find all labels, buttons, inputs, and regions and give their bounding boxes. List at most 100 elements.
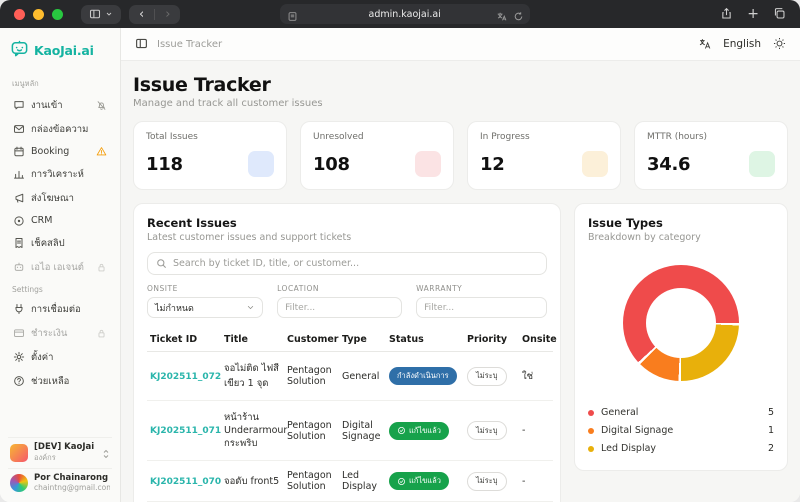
sidebar-item-help[interactable]: ช่วยเหลือ [8,369,112,393]
stat-card: Total Issues 118 [133,121,287,190]
issues-table: Ticket ID Title Customer Type Status Priority… [147,328,557,502]
filter-label: WARRANTY [416,284,463,293]
panel-icon [89,8,101,20]
sidebar-toggle-icon[interactable] [135,35,148,54]
issue-types-card: Issue Types Breakdown by category Genera… [574,203,788,471]
filter-input[interactable] [416,297,547,318]
zoom-window-button[interactable] [52,8,63,20]
issue-types-donut-chart [623,265,739,381]
org-role: องค์กร [34,453,56,462]
brand-name: KaoJai.ai [34,43,94,58]
brand[interactable]: KaoJai.ai [8,37,112,72]
filter-input[interactable] [277,297,403,318]
issue-title: จอไม่ติด ไฟสีเขียว 1 จุด [221,351,284,401]
back-button[interactable]: ‹ [139,6,145,22]
browser-chrome: ‹ › admin.kaojai.ai + [0,0,800,28]
sidebar-item-calendar[interactable]: Booking [8,141,112,162]
issue-search[interactable] [147,252,547,275]
card-icon [13,327,25,339]
browser-url-bar[interactable]: admin.kaojai.ai [279,4,530,26]
sidebar-item-target[interactable]: CRM [8,210,112,231]
issue-onsite: - [519,400,553,461]
page-topbar: Issue Tracker English [121,28,800,61]
stat-value: 118 [146,153,183,175]
issue-types-subtitle: Breakdown by category [588,232,701,243]
priority-badge: ไม่ระบุ [467,421,507,440]
sidebar-item-gear[interactable]: ตั้งค่า [8,345,112,369]
tab-overview-icon[interactable] [773,5,786,24]
new-tab-button[interactable]: + [747,6,759,22]
priority-badge: ไม่ระบุ [467,471,507,491]
close-window-button[interactable] [14,8,25,20]
issue-type: Led Display [339,460,386,502]
user-name: Por Chainarong Tang... [34,473,110,483]
sidebar-section-label: Settings [12,285,43,294]
analytics-icon [13,168,25,180]
sidebar-item-megaphone[interactable]: ส่งโฆษณา [8,186,112,210]
target-icon [13,215,25,227]
user-profile[interactable]: Por Chainarong Tang... chaintng@gmail.co… [8,468,112,496]
stat-card: Unresolved 108 [300,121,454,190]
page-title: Issue Tracker [133,74,271,96]
search-input[interactable] [173,258,538,269]
status-badge: กำลังดำเนินการ [389,367,457,385]
language-selector[interactable]: English [723,38,761,50]
ticket-id-link[interactable]: KJ202511_071 [150,426,222,436]
stat-label: In Progress [480,132,530,142]
issue-title: หน้าร้าน Underarmour กระพริบ [221,400,287,461]
browser-nav-buttons: ‹ › [129,4,181,24]
language-icon[interactable] [699,35,711,54]
sidebar-item-analytics[interactable]: การวิเคราะห์ [8,162,112,186]
ticket-id-link[interactable]: KJ202511_072 [150,371,222,382]
minimize-window-button[interactable] [33,8,44,20]
org-name: [DEV] KaoJai Orga... [34,442,96,452]
translate-icon[interactable] [496,7,507,26]
chat-icon [13,99,25,111]
chevron-updown-icon [102,444,110,463]
table-row[interactable]: KJ202511_072 จอไม่ติด ไฟสีเขียว 1 จุด Pent… [147,351,553,401]
issue-customer: Pentagon Solution [284,400,339,461]
stat-value: 34.6 [647,153,691,175]
url-text: admin.kaojai.ai [368,8,441,20]
sidebar-item-label: ช่วยเหลือ [31,375,70,387]
breadcrumb: Issue Tracker [157,38,223,50]
status-badge: แก้ไขแล้ว [389,472,449,490]
org-selector[interactable]: [DEV] KaoJai Orga... องค์กร [8,437,112,468]
theme-toggle-sun-icon[interactable] [773,35,786,54]
column-header: Ticket ID [147,328,221,352]
reload-icon[interactable] [513,7,524,26]
recent-issues-card: Recent Issues Latest customer issues and… [133,203,561,502]
bot-icon [13,261,25,273]
issue-type: General [339,351,386,401]
table-row[interactable]: KJ202511_071 หน้าร้าน Underarmour กระพริบ… [147,400,553,461]
ticket-id-link[interactable]: KJ202511_070 [150,476,222,487]
filter-onsite: ONSITE ไม่กำหนด [147,284,264,318]
sidebar-item-label: การวิเคราะห์ [31,168,84,180]
sidebar-item-plug[interactable]: การเชื่อมต่อ [8,297,112,321]
issue-customer: Pentagon Solution [284,351,339,401]
legend-item: Digital Signage 1 [588,425,774,436]
page-settings-icon[interactable] [287,7,298,26]
search-icon [156,254,167,273]
stat-label: Total Issues [146,132,198,142]
legend-value: 5 [767,407,774,418]
org-avatar [10,444,28,462]
sidebar-item-chat[interactable]: งานเข้า [8,93,112,117]
sidebar-item-receipt[interactable]: เช็คสลิป [8,231,112,255]
sidebar-item-label: การเชื่อมต่อ [31,303,81,315]
sidebar-item-label: เช็คสลิป [31,237,65,249]
table-row[interactable]: KJ202511_070 จอดับ front5 Pentagon Solutio… [147,460,553,502]
sidebar-item-label: กล่องข้อความ [31,123,89,135]
sidebar-item-envelope[interactable]: กล่องข้อความ [8,117,112,141]
sidebar-item-label: ชำระเงิน [31,327,68,339]
legend-value: 1 [767,425,774,436]
filter-select[interactable]: ไม่กำหนด [147,297,264,318]
stats-row: Total Issues 118 Unresolved 108 In Progress 1… [133,121,788,190]
browser-sidebar-button[interactable] [81,4,121,24]
share-icon[interactable] [720,5,733,24]
stat-value: 108 [313,153,350,175]
stat-value: 12 [480,153,505,175]
forward-button[interactable]: › [165,6,171,22]
legend-dot [588,427,594,434]
